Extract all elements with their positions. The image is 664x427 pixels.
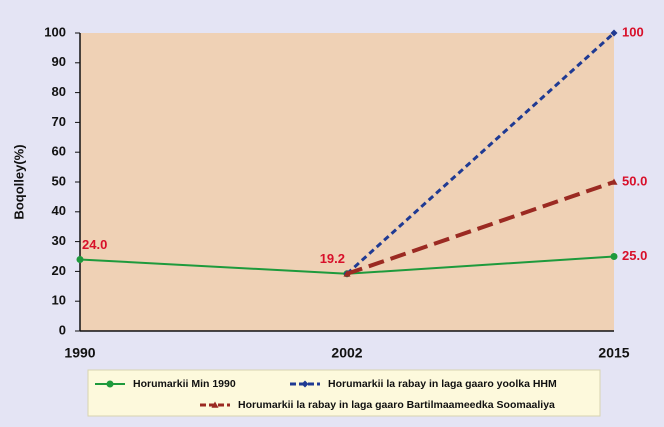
y-tick-label: 40 [52, 203, 66, 218]
legend-label: Horumarkii la rabay in laga gaaro Bartil… [238, 399, 555, 411]
x-tick-label: 2015 [598, 345, 629, 361]
point [343, 270, 351, 277]
y-tick-label: 0 [59, 322, 66, 337]
point [610, 253, 618, 260]
y-tick-label: 100 [44, 24, 66, 39]
point [610, 178, 618, 185]
value-label: 25.0 [622, 248, 647, 263]
plot-area [80, 33, 614, 331]
legend-label: Horumarkii Min 1990 [133, 378, 236, 390]
value-label: 100 [622, 24, 644, 39]
y-tick-label: 50 [52, 173, 66, 188]
y-tick-label: 10 [52, 293, 66, 308]
series-line [346, 180, 615, 276]
value-label: 24.0 [82, 237, 107, 252]
y-tick-label: 60 [52, 144, 66, 159]
legend-label: Horumarkii la rabay in laga gaaro yoolka… [328, 378, 557, 390]
legend-marker [301, 380, 309, 388]
y-tick-label: 80 [52, 84, 66, 99]
legend [87, 369, 601, 417]
x-tick-label: 2002 [331, 345, 362, 361]
y-tick-label: 70 [52, 114, 66, 129]
value-label: 50.0 [622, 173, 647, 188]
x-tick-label: 1990 [64, 345, 95, 361]
point [76, 255, 84, 263]
y-tick-label: 30 [52, 233, 66, 248]
y-tick-label: 90 [52, 54, 66, 69]
point [610, 29, 618, 37]
y-axis-label: Boqolley(%) [11, 144, 26, 219]
legend-marker [106, 380, 114, 388]
value-label: 19.2 [320, 251, 345, 266]
y-tick-label: 20 [52, 263, 66, 278]
legend-marker [211, 401, 219, 408]
